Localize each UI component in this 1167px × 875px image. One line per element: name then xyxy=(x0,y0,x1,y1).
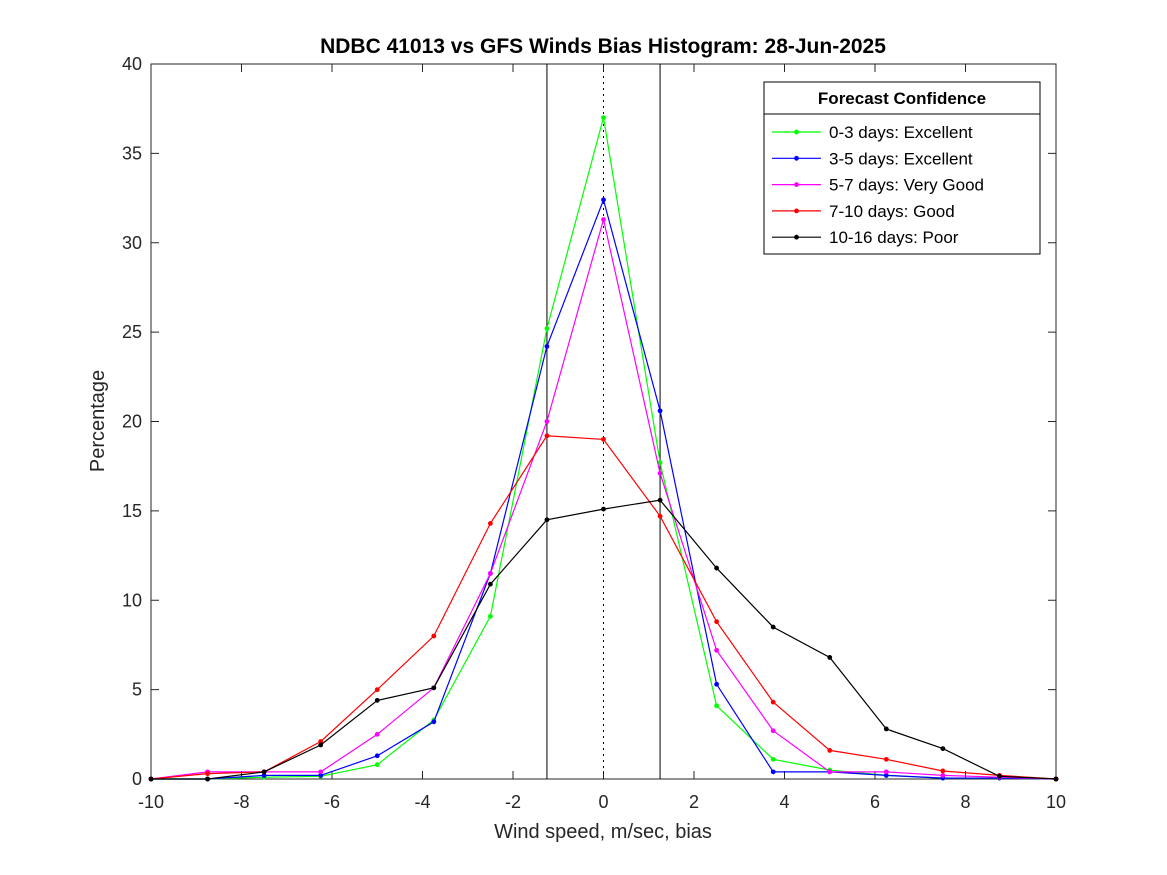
data-point xyxy=(205,771,210,777)
data-point xyxy=(601,217,606,222)
x-tick-label: 2 xyxy=(689,792,699,812)
data-point xyxy=(714,681,720,687)
x-axis-label: Wind speed, m/sec, bias xyxy=(494,821,712,843)
data-point xyxy=(883,726,889,732)
data-point xyxy=(827,655,833,660)
data-point xyxy=(374,731,380,737)
x-tick-label: -6 xyxy=(324,792,340,812)
data-point xyxy=(770,769,776,775)
data-point xyxy=(431,685,437,691)
data-point xyxy=(544,344,550,349)
y-tick-label: 10 xyxy=(122,590,142,610)
x-tick-label: -8 xyxy=(233,792,249,812)
data-point xyxy=(374,753,380,759)
data-point xyxy=(487,581,493,587)
legend-swatch-marker xyxy=(794,208,799,214)
legend-swatch-marker xyxy=(794,234,799,240)
x-tick-label: -2 xyxy=(505,792,521,812)
y-tick-label: 5 xyxy=(132,680,142,700)
data-point xyxy=(940,746,946,752)
data-point xyxy=(883,773,889,778)
data-point xyxy=(544,326,550,331)
data-point xyxy=(544,517,550,523)
x-tick-label: 10 xyxy=(1046,792,1066,812)
legend: Forecast Confidence 0-3 days: Excellent 3-… xyxy=(763,81,1041,255)
data-point xyxy=(601,436,606,442)
legend-label: 0-3 days: Excellent xyxy=(829,123,973,142)
data-point xyxy=(770,756,776,762)
legend-title: Forecast Confidence xyxy=(818,89,986,108)
legend-label: 3-5 days: Excellent xyxy=(829,149,973,168)
data-point xyxy=(318,773,324,778)
data-point xyxy=(148,776,154,782)
y-tick-label: 30 xyxy=(122,233,142,253)
data-point xyxy=(374,687,380,693)
x-tick-label: 8 xyxy=(960,792,970,812)
data-point xyxy=(601,197,606,203)
data-point xyxy=(657,470,663,476)
data-point xyxy=(657,497,663,503)
data-point xyxy=(318,742,324,748)
data-point xyxy=(770,728,776,734)
data-point xyxy=(827,769,833,775)
data-point xyxy=(714,647,720,653)
legend-swatch-marker xyxy=(794,155,799,161)
data-point xyxy=(714,703,720,709)
data-point xyxy=(374,697,380,703)
data-point xyxy=(487,520,493,526)
x-tick-label: 6 xyxy=(870,792,880,812)
y-axis-label: Percentage xyxy=(87,370,109,472)
data-point xyxy=(487,613,493,619)
y-tick-label: 0 xyxy=(132,769,142,789)
data-point xyxy=(714,619,720,625)
data-point xyxy=(827,748,833,753)
data-point xyxy=(657,460,663,466)
x-tick-label: -10 xyxy=(138,792,164,812)
y-tick-label: 20 xyxy=(122,412,142,432)
data-point xyxy=(940,773,946,778)
data-point xyxy=(657,513,663,519)
data-point xyxy=(431,633,437,639)
legend-label: 5-7 days: Very Good xyxy=(829,176,984,195)
series-line-4 xyxy=(150,435,1057,780)
data-point xyxy=(431,719,437,725)
data-point xyxy=(657,408,663,414)
data-point xyxy=(544,419,550,424)
data-point xyxy=(261,773,267,778)
legend-label: 7-10 days: Good xyxy=(829,202,955,221)
y-tick-label: 40 xyxy=(122,54,142,74)
data-point xyxy=(770,699,776,705)
data-point xyxy=(883,769,889,775)
legend-box xyxy=(763,81,1041,255)
y-tick-label: 15 xyxy=(122,501,142,521)
data-point xyxy=(997,773,1002,779)
data-point xyxy=(261,769,267,775)
data-point xyxy=(374,762,380,768)
legend-label: 10-16 days: Poor xyxy=(829,228,959,247)
data-point xyxy=(601,115,606,121)
data-point xyxy=(487,571,493,576)
legend-swatch-marker xyxy=(794,129,799,135)
data-point xyxy=(318,769,324,775)
data-point xyxy=(883,756,889,762)
chart-title: NDBC 41013 vs GFS Winds Bias Histogram: … xyxy=(320,35,886,58)
data-point xyxy=(318,739,324,744)
x-tick-label: -4 xyxy=(414,792,430,812)
legend-swatch-marker xyxy=(794,182,799,188)
data-point xyxy=(770,624,776,630)
y-tick-label: 25 xyxy=(122,322,142,342)
plot-area: -10 -8 -6 -4 -2 0 2 4 6 8 10 0 5 10 15 20 25 30 35 40 xyxy=(122,54,1066,812)
data-point xyxy=(205,776,210,782)
data-point xyxy=(544,433,550,439)
data-point xyxy=(940,768,946,774)
x-tick-label: 0 xyxy=(598,792,608,812)
y-tick-label: 35 xyxy=(122,143,142,163)
data-point xyxy=(601,506,606,512)
x-tick-label: 4 xyxy=(779,792,789,812)
data-point xyxy=(1053,776,1059,782)
data-point xyxy=(714,565,720,571)
